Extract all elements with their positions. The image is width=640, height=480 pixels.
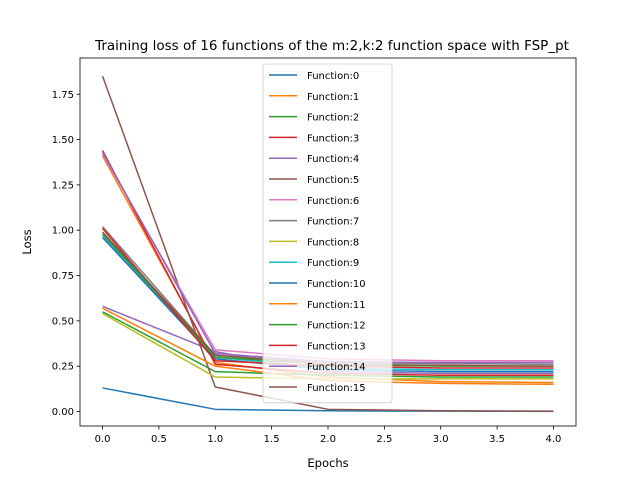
- legend-label-function-3: Function:3: [307, 133, 359, 144]
- legend-label-function-2: Function:2: [307, 113, 359, 124]
- y-tick-label: 0.50: [52, 316, 74, 327]
- y-tick-label: 1.25: [52, 180, 74, 191]
- x-tick-label: 1.5: [264, 434, 280, 445]
- x-tick-label: 0.5: [151, 434, 167, 445]
- x-tick-label: 4.0: [546, 434, 562, 445]
- legend: Function:0 Function:1 Function:2 Function:3…: [262, 63, 393, 404]
- legend-label-function-0: Function:0: [307, 71, 359, 82]
- legend-label-function-14: Function:14: [307, 362, 366, 373]
- y-tick-label: 0.00: [52, 407, 74, 418]
- legend-label-function-9: Function:9: [307, 258, 359, 269]
- x-tick-label: 0.0: [95, 434, 111, 445]
- legend-label-function-4: Function:4: [307, 154, 359, 165]
- x-tick-label: 3.0: [433, 434, 449, 445]
- y-tick-label: 1.50: [52, 135, 74, 146]
- y-tick-label: 1.75: [52, 90, 74, 101]
- legend-label-function-10: Function:10: [307, 279, 366, 290]
- x-tick-label: 2.0: [320, 434, 336, 445]
- y-axis-label: Loss: [20, 229, 34, 254]
- legend-box: [262, 63, 393, 404]
- legend-label-function-7: Function:7: [307, 217, 359, 228]
- x-tick-label: 2.5: [376, 434, 392, 445]
- legend-label-function-13: Function:13: [307, 341, 366, 352]
- x-tick-label: 3.5: [489, 434, 505, 445]
- legend-label-function-12: Function:12: [307, 321, 366, 332]
- legend-label-function-1: Function:1: [307, 92, 359, 103]
- y-tick-label: 0.25: [52, 362, 74, 373]
- x-axis-label: Epochs: [307, 456, 348, 470]
- y-tick-label: 1.00: [52, 226, 74, 237]
- y-tick-label: 0.75: [52, 271, 74, 282]
- legend-label-function-8: Function:8: [307, 237, 359, 248]
- axes: 0.0 0.5 1.0 1.5 2.0 2.5 3.0 3.5 4.0 0.00 0.25 0.50 0…: [52, 57, 577, 445]
- x-tick-label: 1.0: [207, 434, 223, 445]
- legend-label-function-6: Function:6: [307, 196, 359, 207]
- legend-label-function-5: Function:5: [307, 175, 359, 186]
- legend-label-function-11: Function:11: [307, 300, 366, 311]
- chart-title: Training loss of 16 functions of the m:2…: [94, 38, 569, 54]
- legend-label-function-15: Function:15: [307, 383, 366, 394]
